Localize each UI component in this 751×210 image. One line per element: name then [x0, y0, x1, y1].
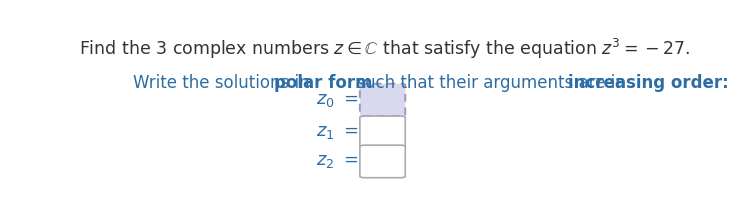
FancyBboxPatch shape	[360, 116, 406, 149]
Text: Write the solutions in: Write the solutions in	[134, 74, 315, 92]
Text: such that their arguments are in: such that their arguments are in	[351, 74, 631, 92]
FancyBboxPatch shape	[360, 145, 406, 178]
Text: $z_2$ $=$: $z_2$ $=$	[316, 152, 359, 171]
Text: increasing order:: increasing order:	[568, 74, 728, 92]
Text: $z_0$ $=$: $z_0$ $=$	[316, 91, 359, 109]
Text: Find the 3 complex numbers $z \in \mathbb{C}$ that satisfy the equation $z^3 = -: Find the 3 complex numbers $z \in \mathb…	[79, 37, 691, 61]
Text: $z_1$ $=$: $z_1$ $=$	[316, 123, 359, 141]
Text: polar form: polar form	[274, 74, 373, 92]
FancyBboxPatch shape	[360, 84, 406, 116]
